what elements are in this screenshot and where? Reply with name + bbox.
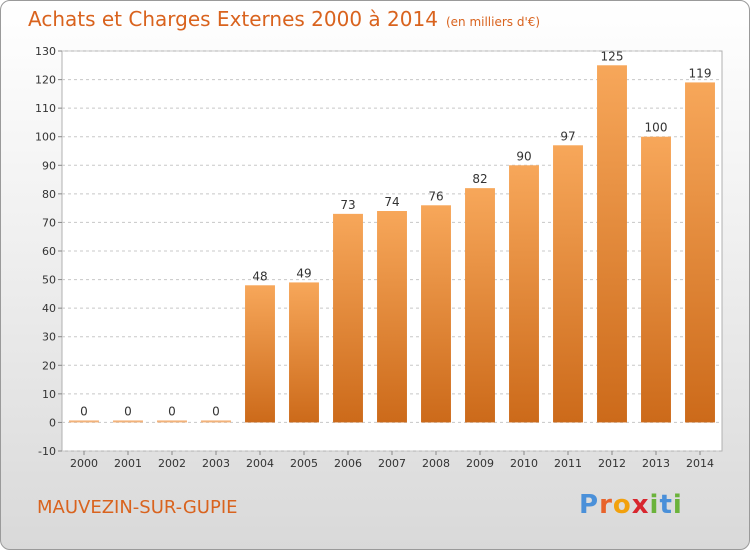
proxiti-logo[interactable]: Proxiti: [579, 490, 683, 520]
x-tick-label: 2011: [554, 457, 582, 470]
bar-value-label: 76: [428, 189, 443, 203]
bar[interactable]: [157, 420, 187, 423]
bar[interactable]: [509, 165, 539, 423]
bar[interactable]: [641, 136, 671, 423]
x-tick-label: 2005: [290, 457, 318, 470]
y-tick-label: 10: [42, 388, 56, 401]
y-axis: -10 0 10 20 30 40 50 60 70 80 90 100 110 120 130: [35, 45, 62, 458]
y-tick-label: -10: [38, 445, 56, 458]
y-tick-label: 0: [49, 416, 56, 429]
bar-value-label: 100: [645, 121, 668, 135]
bar[interactable]: [685, 82, 715, 423]
bar[interactable]: [421, 205, 451, 423]
y-tick-label: 80: [42, 188, 56, 201]
bar-value-label: 125: [601, 49, 624, 63]
x-tick-label: 2014: [686, 457, 714, 470]
bar[interactable]: [333, 213, 363, 423]
x-tick-label: 2000: [70, 457, 98, 470]
bar[interactable]: [553, 145, 583, 423]
logo-letter: r: [599, 490, 613, 520]
y-tick-label: 120: [35, 74, 56, 87]
x-tick-label: 2012: [598, 457, 626, 470]
y-tick-label: 20: [42, 359, 56, 372]
bar-value-label: 119: [689, 66, 712, 80]
x-tick-label: 2003: [202, 457, 230, 470]
bar[interactable]: [69, 420, 99, 423]
x-tick-label: 2006: [334, 457, 362, 470]
x-tick-label: 2002: [158, 457, 186, 470]
x-tick-label: 2010: [510, 457, 538, 470]
bar[interactable]: [289, 282, 319, 423]
logo-letter: i: [649, 490, 660, 520]
bar-value-label: 49: [296, 266, 311, 280]
y-tick-label: 90: [42, 159, 56, 172]
bar-value-label: 74: [384, 195, 399, 209]
chart-title-text: Achats et Charges Externes 2000 à 2014: [28, 7, 438, 31]
y-tick-label: 30: [42, 331, 56, 344]
bar-value-label: 82: [472, 172, 487, 186]
logo-letter: P: [579, 490, 600, 520]
bar-value-label: 48: [252, 269, 267, 283]
bar-value-label: 0: [168, 404, 176, 418]
logo-letter: t: [659, 490, 673, 520]
chart-title: Achats et Charges Externes 2000 à 2014 (e…: [28, 7, 540, 31]
logo-letter: o: [612, 490, 632, 520]
y-tick-label: 50: [42, 274, 56, 287]
y-tick-label: 100: [35, 131, 56, 144]
y-tick-label: 110: [35, 102, 56, 115]
bar[interactable]: [201, 420, 231, 423]
bar-value-label: 97: [560, 129, 575, 143]
city-name: MAUVEZIN-SUR-GUPIE: [37, 497, 238, 518]
logo-letter: x: [631, 490, 650, 520]
x-tick-label: 2007: [378, 457, 406, 470]
bar-value-label: 0: [80, 404, 88, 418]
x-tick-label: 2008: [422, 457, 450, 470]
x-axis: 2000 2001 2002 2003 2004 2005 2006 2007 2008 2009…: [70, 451, 714, 470]
bar-value-label: 0: [124, 404, 132, 418]
bar-value-label: 90: [516, 149, 531, 163]
bar[interactable]: [597, 65, 627, 423]
y-tick-label: 40: [42, 302, 56, 315]
y-tick-label: 70: [42, 216, 56, 229]
x-tick-label: 2013: [642, 457, 670, 470]
logo-letter: i: [672, 490, 683, 520]
bar[interactable]: [465, 188, 495, 423]
y-tick-label: 130: [35, 45, 56, 58]
bar[interactable]: [245, 285, 275, 423]
y-tick-label: 60: [42, 245, 56, 258]
chart-unit: (en milliers d'€): [445, 15, 541, 29]
bar-value-label: 0: [212, 404, 220, 418]
bar-value-label: 73: [340, 198, 355, 212]
x-tick-label: 2001: [114, 457, 142, 470]
bar[interactable]: [377, 211, 407, 423]
bar[interactable]: [113, 420, 143, 423]
x-tick-label: 2004: [246, 457, 274, 470]
x-tick-label: 2009: [466, 457, 494, 470]
bars: 0 0 0 0 48 49 73 74 76 82 90 97 125 100 119: [69, 49, 715, 423]
